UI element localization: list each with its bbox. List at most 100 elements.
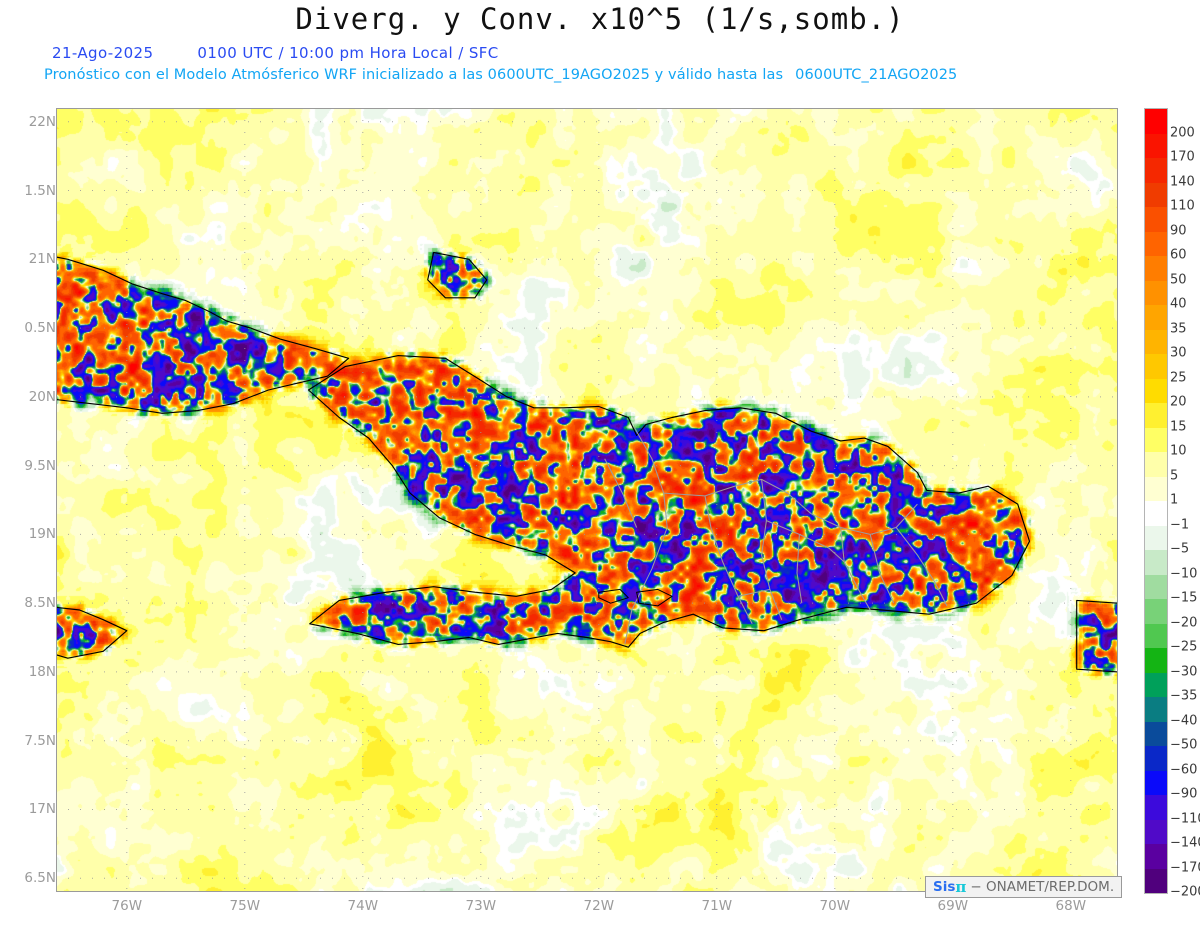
colorbar-band [1145,697,1167,722]
coastline-path [869,534,895,604]
colorbar-band [1145,574,1167,599]
coastline-path [810,503,918,535]
colorbar-band [1145,525,1167,550]
coastline-path [427,251,488,299]
organization-label: − ONAMET/REP.DOM. [970,879,1115,895]
coastline-path [704,495,753,625]
lon-tick-label: 70W [819,898,851,914]
coastline-path [766,520,845,563]
colorbar-tick-label: −35 [1170,688,1198,704]
colorbar-band [1145,623,1167,648]
forecast-time: 0100 UTC / 10:00 pm Hora Local / SFC [197,44,499,62]
forecast-date: 21-Ago-2025 [52,44,154,62]
model-description-b: 0600UTC_21AGO2025 [795,67,958,83]
colorbar-band [1145,476,1167,501]
colorbar-band [1145,550,1167,575]
coastline-path [598,588,629,604]
colorbar-tick-label: −200 [1170,884,1200,900]
colorbar-band [1145,672,1167,697]
colorbar-band [1145,231,1167,256]
colorbar-band [1145,207,1167,232]
colorbar-band [1145,256,1167,281]
colorbar-tick-label: −15 [1170,590,1198,606]
colorbar-band [1145,868,1167,893]
colorbar-tick-label: 140 [1170,174,1195,189]
lat-tick-label: 1.5N [24,182,56,199]
lon-tick-label: 74W [347,898,379,914]
sistpi-logo-text: Sis [933,879,956,895]
colorbar[interactable] [1144,108,1168,894]
colorbar-band [1145,354,1167,379]
coastline-path [56,606,128,659]
lat-tick-label: 19N [28,526,56,543]
colorbar-tick-label: −170 [1170,860,1200,875]
colorbar-tick-label: −20 [1170,615,1198,630]
colorbar-tick-label: 40 [1170,296,1187,312]
colorbar-band [1145,819,1167,844]
divergence-shaded-field [56,108,1118,892]
lat-tick-label: 7.5N [24,732,56,749]
lat-tick-label: 0.5N [24,320,56,337]
colorbar-tick-label: 60 [1170,247,1187,263]
colorbar-tick-label: 5 [1170,468,1179,483]
page-title: Diverg. y Conv. x10^5 (1/s,somb.) [295,2,905,36]
lat-tick-label: 21N [28,251,56,268]
colorbar-tick-label: 20 [1170,394,1187,410]
colorbar-band [1145,133,1167,158]
coastline-path [624,426,668,645]
colorbar-band [1145,746,1167,771]
lon-tick-label: 73W [465,898,497,914]
lon-tick-label: 68W [1055,898,1087,914]
colorbar-tick-label: 35 [1170,321,1187,336]
colorbar-band [1145,378,1167,403]
coastline-path [840,527,871,611]
chart-header: Diverg. y Conv. x10^5 (1/s,somb.) 21-Ago… [0,0,1200,96]
lat-tick-label: 22N [28,113,56,130]
colorbar-band [1145,844,1167,869]
coastline-path [604,458,638,528]
colorbar-tick-label: −25 [1170,639,1198,655]
colorbar-tick-label: 170 [1170,149,1195,165]
coastline-path [663,478,812,515]
colorbar-tick-label: −90 [1170,786,1198,802]
coastline-path [1076,599,1118,673]
lat-tick-label: 6.5N [24,870,56,887]
colorbar-tick-label: 25 [1170,370,1187,385]
lat-tick-label: 9.5N [24,457,56,474]
colorbar-tick-label: −110 [1170,811,1200,826]
coastline-path [761,479,783,620]
lat-tick-label: 20N [28,388,56,405]
coastline-path [796,534,803,604]
coastline-path [895,527,948,607]
coastline-path [737,588,771,597]
colorbar-tick-label: 15 [1170,419,1187,434]
lon-tick-label: 76W [111,898,143,914]
colorbar-tick-label: −10 [1170,566,1198,581]
coastline-and-borders [56,251,1118,673]
colorbar-band [1145,795,1167,820]
lon-tick-label: 69W [937,898,969,914]
colorbar-tick-label: 110 [1170,198,1195,214]
colorbar-band [1145,280,1167,305]
lat-tick-label: 17N [28,801,56,818]
colorbar-band [1145,158,1167,183]
colorbar-band [1145,721,1167,746]
colorbar-tick-label: −5 [1170,541,1190,557]
colorbar-band [1145,109,1167,134]
lat-tick-label: 8.5N [24,595,56,612]
lon-tick-label: 75W [229,898,261,914]
map-plot-area[interactable] [56,108,1118,892]
colorbar-band [1145,305,1167,330]
coastline-path [56,256,350,414]
colorbar-tick-label: −1 [1170,517,1190,532]
colorbar-band [1145,329,1167,354]
colorbar-band [1145,452,1167,477]
colorbar-band [1145,403,1167,428]
colorbar-band [1145,501,1167,526]
colorbar-tick-label: −30 [1170,664,1198,679]
model-description-line: Pronóstico con el Modelo Atmósferico WRF… [44,67,957,83]
colorbar-band [1145,770,1167,795]
model-description-a: Pronóstico con el Modelo Atmósferico WRF… [44,67,784,83]
colorbar-tick-label: 10 [1170,443,1187,459]
valid-time-line: 21-Ago-2025 0100 UTC / 10:00 pm Hora Loca… [52,44,499,62]
